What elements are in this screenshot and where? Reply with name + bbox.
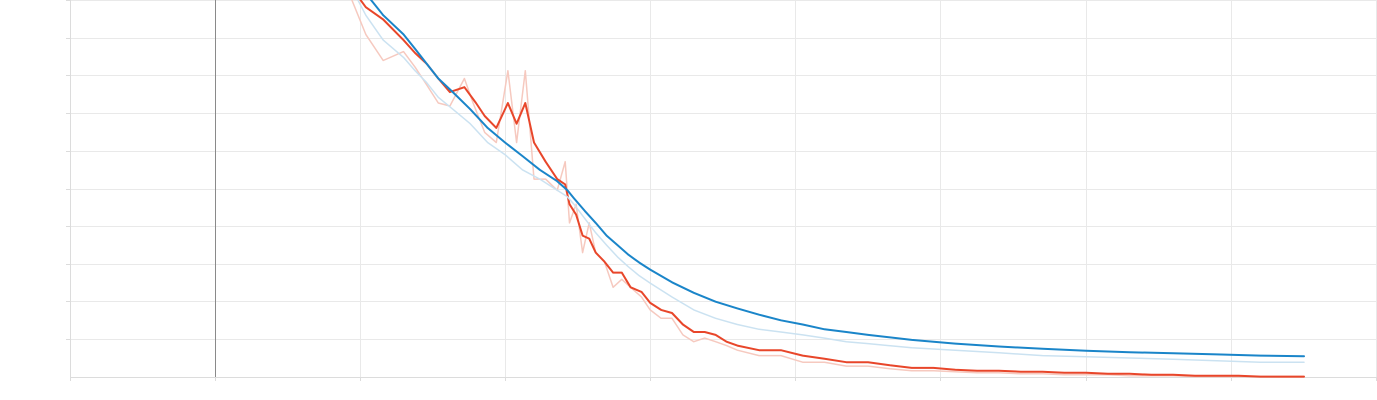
series-layer — [351, 0, 1305, 378]
series-line-4-smoothed — [369, 0, 1305, 358]
series-line-3-raw — [357, 0, 1305, 363]
series-line-1-raw — [351, 0, 1305, 378]
series-line-2-smoothed — [359, 0, 1305, 378]
axes — [66, 0, 1377, 381]
